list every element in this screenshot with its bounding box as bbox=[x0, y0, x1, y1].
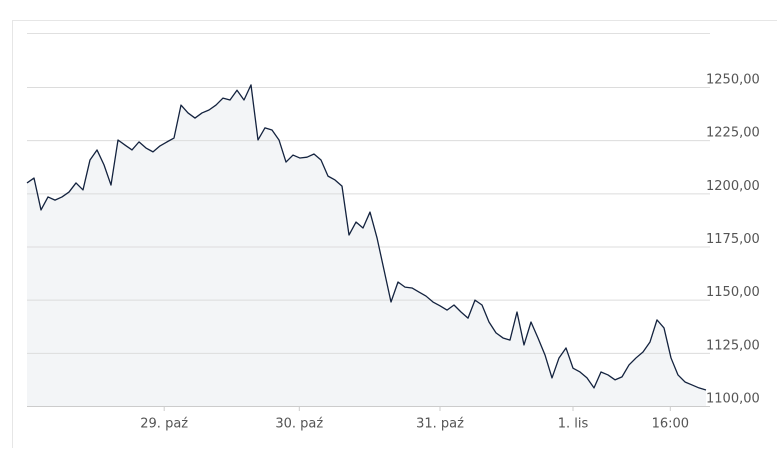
y-tick-label: 1125,00 bbox=[706, 338, 760, 353]
x-tick-label: 29. paź bbox=[140, 417, 188, 432]
y-tick-label: 1100,00 bbox=[706, 392, 760, 407]
y-tick-label: 1225,00 bbox=[706, 126, 760, 141]
y-tick-label: 1175,00 bbox=[706, 232, 760, 247]
x-tick-label: 16:00 bbox=[652, 417, 689, 432]
y-tick-label: 1250,00 bbox=[706, 73, 760, 88]
x-tick-label: 1. lis bbox=[558, 417, 589, 432]
x-tick-label: 30. paź bbox=[275, 417, 323, 432]
y-tick-label: 1200,00 bbox=[706, 179, 760, 194]
price-line bbox=[26, 84, 707, 391]
y-tick-label: 1150,00 bbox=[706, 285, 760, 300]
area-fill bbox=[27, 84, 706, 406]
x-tick-label: 31. paź bbox=[416, 417, 464, 432]
